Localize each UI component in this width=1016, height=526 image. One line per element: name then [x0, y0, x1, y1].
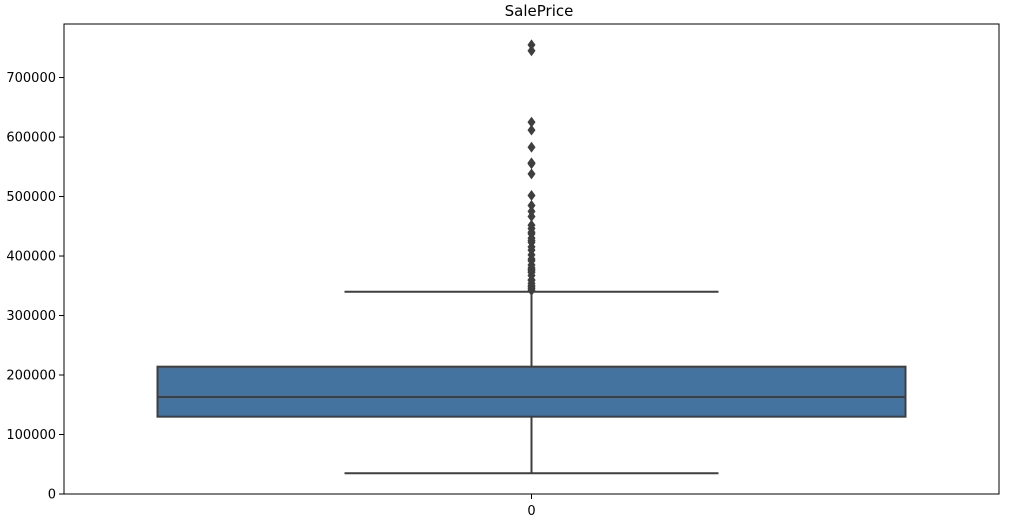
outlier-point — [527, 168, 536, 180]
outlier-point — [527, 157, 536, 169]
outlier-point — [527, 189, 536, 201]
outlier-point — [527, 39, 536, 51]
outlier-point — [527, 200, 536, 211]
y-tick-label: 100000 — [6, 428, 56, 443]
outlier-point — [527, 219, 536, 231]
x-tick-label: 0 — [527, 504, 535, 519]
outlier-point — [527, 45, 536, 57]
outlier-point — [527, 205, 536, 217]
y-tick-label: 300000 — [6, 309, 56, 324]
outlier-point — [527, 116, 536, 128]
y-tick-label: 200000 — [6, 369, 56, 384]
box-iqr — [156, 365, 907, 418]
y-tick-label: 700000 — [6, 71, 56, 86]
y-tick-label: 500000 — [6, 190, 56, 205]
outlier-point — [527, 141, 536, 153]
x-axis: 0 — [527, 494, 536, 519]
y-tick-label: 0 — [48, 488, 56, 503]
y-tick-label: 600000 — [6, 131, 56, 146]
y-axis: 0 100000 200000 300000 400000 500000 600000 700… — [6, 71, 64, 503]
plot-area — [156, 39, 907, 475]
y-tick-label: 400000 — [6, 250, 56, 265]
chart-title: SalePrice — [505, 2, 574, 20]
plot-frame — [63, 23, 1000, 495]
outlier-point — [527, 124, 536, 136]
